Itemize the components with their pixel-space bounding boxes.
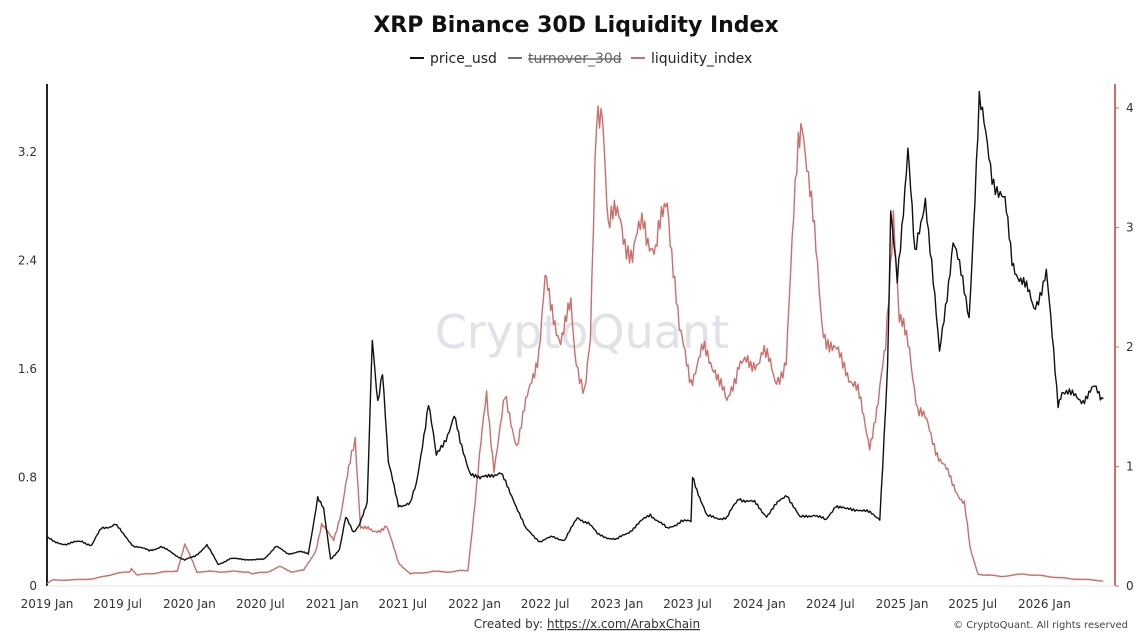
x-tick-label: 2023 Jan xyxy=(590,597,643,611)
chart-title: XRP Binance 30D Liquidity Index xyxy=(373,13,778,38)
right-tick-label: 2 xyxy=(1126,340,1134,354)
x-tick-label: 2023 Jul xyxy=(663,597,712,611)
left-axis-ticks: 0 0.8 1.6 2.4 3.2 xyxy=(18,145,37,593)
legend-label-liquidity: liquidity_index xyxy=(651,51,752,67)
x-axis-ticks: 2019 Jan 2019 Jul 2020 Jan 2020 Jul 2021 Jan… xyxy=(21,597,1071,611)
series-line-liquidity-index xyxy=(46,105,1104,585)
legend-item-price[interactable]: price_usd xyxy=(410,51,497,67)
x-tick-label: 2019 Jan xyxy=(21,597,74,611)
series-line-price-usd xyxy=(46,90,1104,566)
left-tick-label: 3.2 xyxy=(18,145,37,159)
right-tick-label: 0 xyxy=(1126,579,1134,593)
legend-item-turnover[interactable]: turnover_30d xyxy=(508,51,622,67)
x-tick-label: 2021 Jul xyxy=(378,597,427,611)
right-tick-label: 4 xyxy=(1126,101,1134,115)
x-tick-label: 2021 Jan xyxy=(306,597,359,611)
footer-copyright: © CryptoQuant. All rights reserved xyxy=(953,620,1128,631)
right-tick-label: 3 xyxy=(1126,220,1134,234)
footer-created-by-label: Created by: xyxy=(474,617,543,631)
x-tick-label: 2022 Jan xyxy=(448,597,501,611)
x-tick-label: 2020 Jul xyxy=(236,597,285,611)
x-tick-label: 2024 Jul xyxy=(806,597,855,611)
x-tick-label: 2020 Jan xyxy=(163,597,216,611)
left-tick-label: 0 xyxy=(29,579,37,593)
x-tick-label: 2026 Jan xyxy=(1018,597,1071,611)
footer-created-by-link[interactable]: https://x.com/ArabxChain xyxy=(547,617,700,631)
legend-label-price: price_usd xyxy=(430,51,497,67)
legend: price_usd turnover_30d liquidity_index xyxy=(410,51,752,67)
watermark: CryptoQuant xyxy=(435,305,729,359)
left-tick-label: 1.6 xyxy=(18,362,37,376)
x-tick-label: 2025 Jan xyxy=(876,597,929,611)
left-tick-label: 2.4 xyxy=(18,253,37,267)
legend-label-turnover: turnover_30d xyxy=(528,51,622,67)
x-tick-label: 2025 Jul xyxy=(948,597,997,611)
x-tick-label: 2024 Jan xyxy=(733,597,786,611)
right-axis-ticks: 0 1 2 3 4 xyxy=(1115,101,1134,593)
right-tick-label: 1 xyxy=(1126,459,1134,473)
x-tick-label: 2019 Jul xyxy=(93,597,142,611)
legend-item-liquidity[interactable]: liquidity_index xyxy=(631,51,752,67)
left-tick-label: 0.8 xyxy=(18,470,37,484)
x-tick-label: 2022 Jul xyxy=(521,597,570,611)
